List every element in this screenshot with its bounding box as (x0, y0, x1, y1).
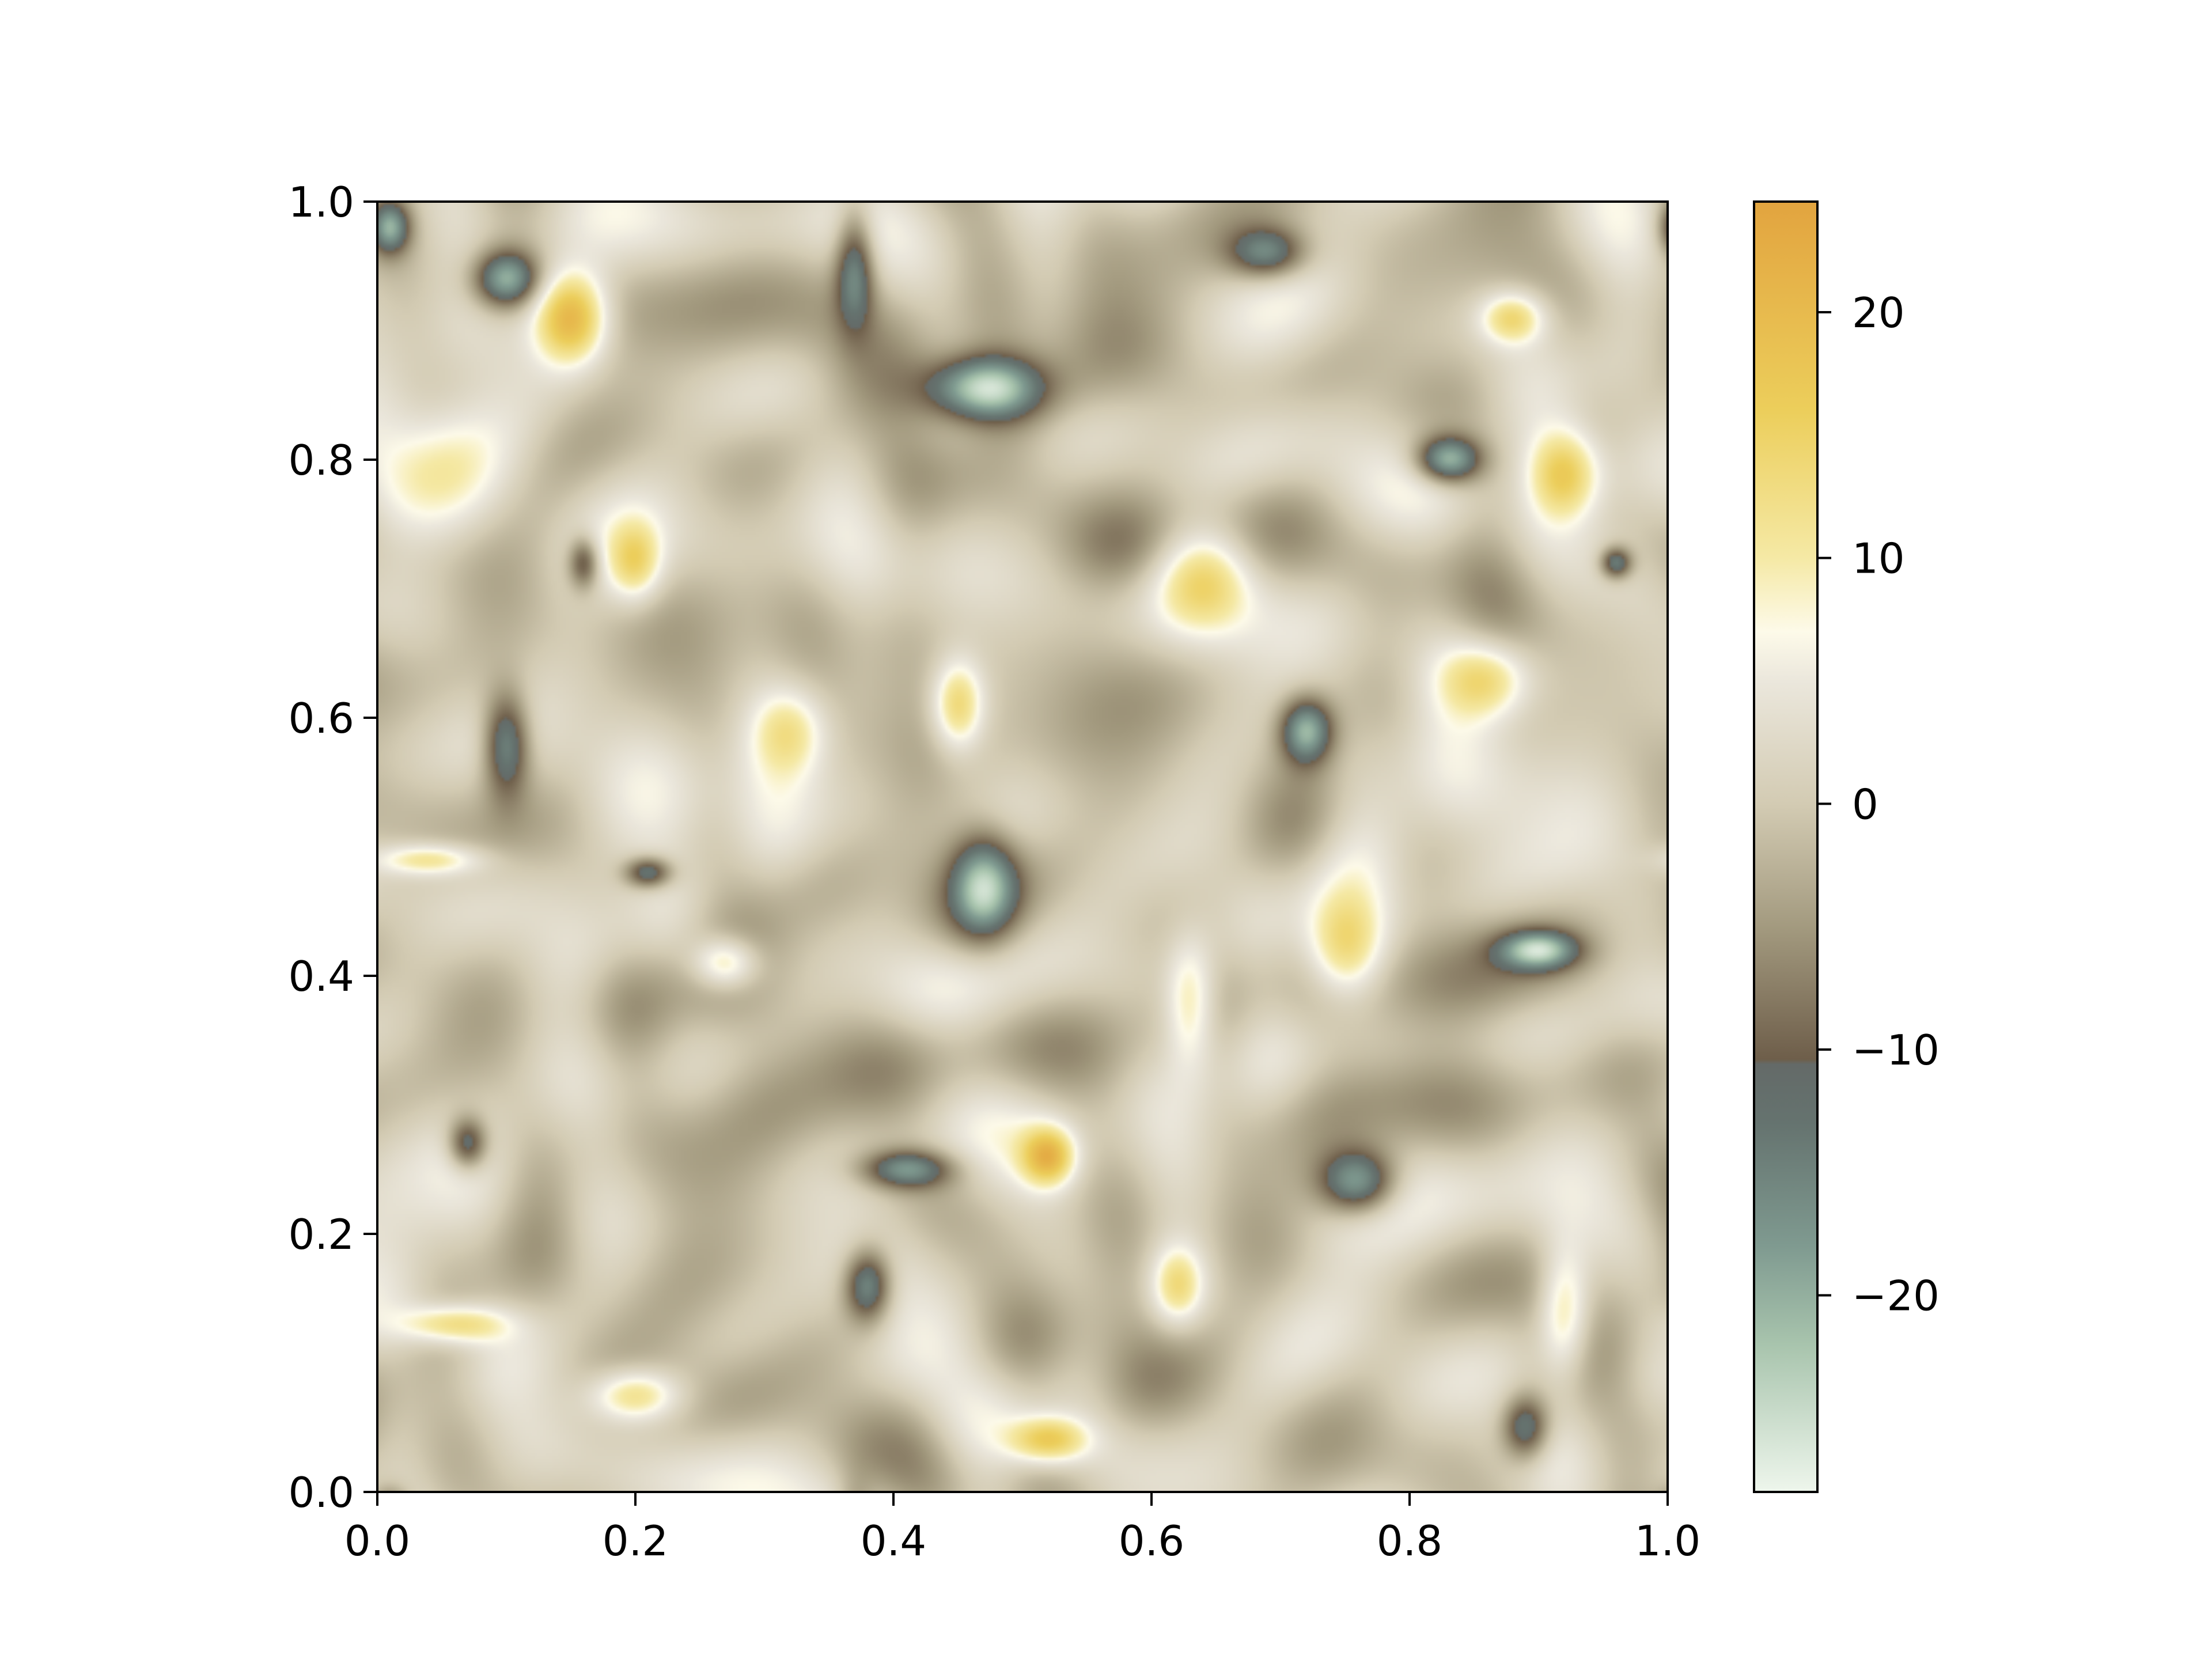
x-tick-label: 0.0 (344, 1517, 411, 1565)
y-tick-label: 0.6 (288, 694, 354, 743)
x-tick-label: 0.2 (603, 1517, 669, 1565)
y-tick-label: 0.2 (288, 1210, 354, 1259)
colorbar-fill (1754, 202, 1817, 1492)
y-tick-label: 1.0 (288, 178, 354, 226)
y-tick-label: 0.0 (288, 1468, 354, 1517)
plot-frame (376, 200, 1669, 1493)
x-tick-label: 0.6 (1119, 1517, 1185, 1565)
y-axis: 0.0 0.2 0.4 0.6 0.8 1.0 (288, 178, 377, 1517)
colorbar-ticks: −20 −10 0 10 20 (1817, 289, 1940, 1320)
colorbar: −20 −10 0 10 20 (1753, 200, 1940, 1493)
colorbar-tick-label: 20 (1852, 289, 1905, 337)
x-tick-label: 1.0 (1635, 1517, 1701, 1565)
colorbar-frame (1753, 200, 1819, 1493)
plot-area (376, 200, 1669, 1493)
y-tick-label: 0.4 (288, 952, 354, 1001)
x-tick-label: 0.8 (1377, 1517, 1443, 1565)
y-tick-label: 0.8 (288, 436, 354, 484)
heatmap-holder (377, 202, 1668, 1492)
vorticity-heatmap (377, 202, 1668, 1492)
colorbar-tick-label: −20 (1852, 1272, 1940, 1320)
colorbar-tick-label: 10 (1852, 535, 1905, 583)
colorbar-tick-label: −10 (1852, 1026, 1940, 1074)
x-axis: 0.0 0.2 0.4 0.6 0.8 1.0 (344, 1492, 1701, 1565)
x-tick-label: 0.4 (861, 1517, 927, 1565)
colorbar-tick-label: 0 (1852, 780, 1878, 828)
